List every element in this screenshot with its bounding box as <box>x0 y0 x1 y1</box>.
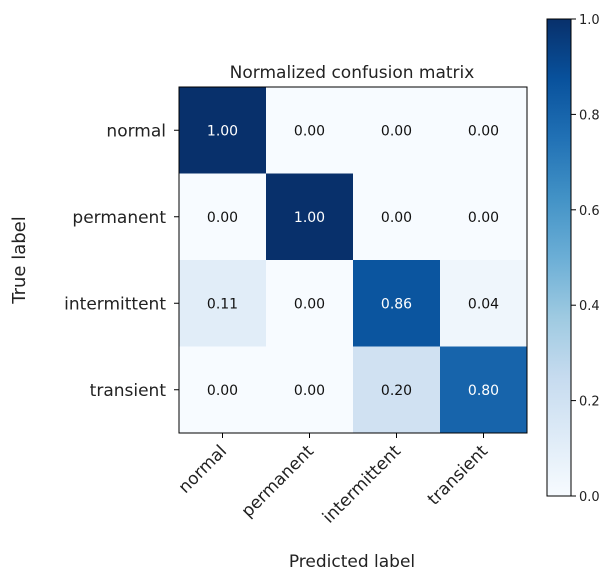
heatmap-cells: 1.00 0.00 0.00 0.00 0.00 1.00 0.00 0.00 0.11 0.00… <box>179 87 528 434</box>
heatmap-cell <box>353 173 441 261</box>
heatmap-cell <box>266 346 354 434</box>
cell-value-label: 0.04 <box>468 296 499 312</box>
heatmap-cell <box>440 346 528 434</box>
chart-title: Normalized confusion matrix <box>230 63 475 83</box>
cell-value-label: 0.00 <box>381 210 412 226</box>
cell-value-label: 0.00 <box>381 123 412 139</box>
heatmap-cell <box>440 87 528 174</box>
heatmap-cell <box>179 87 267 174</box>
heatmap-cell <box>353 346 441 434</box>
cell-value-label: 0.00 <box>294 383 325 399</box>
col-tick-labels: normal permanent intermittent transient <box>175 433 492 528</box>
colorbar-tick-label: 0.6 <box>579 204 600 219</box>
row-tick-label: intermittent <box>64 294 166 314</box>
col-tick-label: normal <box>175 441 231 497</box>
heatmap-cell <box>266 260 354 347</box>
cell-value-label: 0.20 <box>381 383 412 399</box>
cell-value-label: 0.00 <box>207 210 238 226</box>
heatmap-cell <box>440 173 528 261</box>
cell-value-label: 0.00 <box>207 383 238 399</box>
heatmap-cell <box>353 87 441 174</box>
heatmap-cell <box>353 260 441 347</box>
col-tick-label: transient <box>424 441 492 509</box>
colorbar-tick-label: 0.4 <box>579 299 600 314</box>
colorbar-tick-label: 0.0 <box>579 490 600 505</box>
cell-value-label: 0.00 <box>468 210 499 226</box>
row-tick-label: permanent <box>72 208 166 228</box>
heatmap-cell <box>179 346 267 434</box>
heatmap-cell <box>179 260 267 347</box>
cell-value-label: 0.00 <box>294 296 325 312</box>
col-tick-label: permanent <box>238 441 319 522</box>
cell-value-label: 0.00 <box>468 123 499 139</box>
heatmap-cell <box>179 173 267 261</box>
heatmap-cell <box>266 173 354 261</box>
cell-value-label: 1.00 <box>294 210 325 226</box>
colorbar-tick-label: 1.0 <box>579 13 600 28</box>
cell-value-label: 0.11 <box>207 296 238 312</box>
y-axis-label: True label <box>9 216 30 305</box>
cell-value-label: 1.00 <box>207 123 238 139</box>
x-axis-label: Predicted label <box>289 552 415 572</box>
colorbar-ticks: 0.0 0.2 0.4 0.6 0.8 1.0 <box>571 13 600 505</box>
cell-value-label: 0.00 <box>294 123 325 139</box>
heatmap-cell <box>440 260 528 347</box>
row-tick-label: normal <box>106 121 166 141</box>
heatmap-cell <box>266 87 354 174</box>
colorbar-tick-label: 0.8 <box>579 108 600 123</box>
cell-value-label: 0.80 <box>468 383 499 399</box>
colorbar <box>546 18 572 497</box>
row-tick-label: transient <box>90 381 167 401</box>
cell-value-label: 0.86 <box>381 296 412 312</box>
row-tick-labels: normal permanent intermittent transient <box>64 121 179 401</box>
plot-frame <box>178 86 528 434</box>
colorbar-tick-label: 0.2 <box>579 395 600 410</box>
col-tick-label: intermittent <box>319 441 405 527</box>
